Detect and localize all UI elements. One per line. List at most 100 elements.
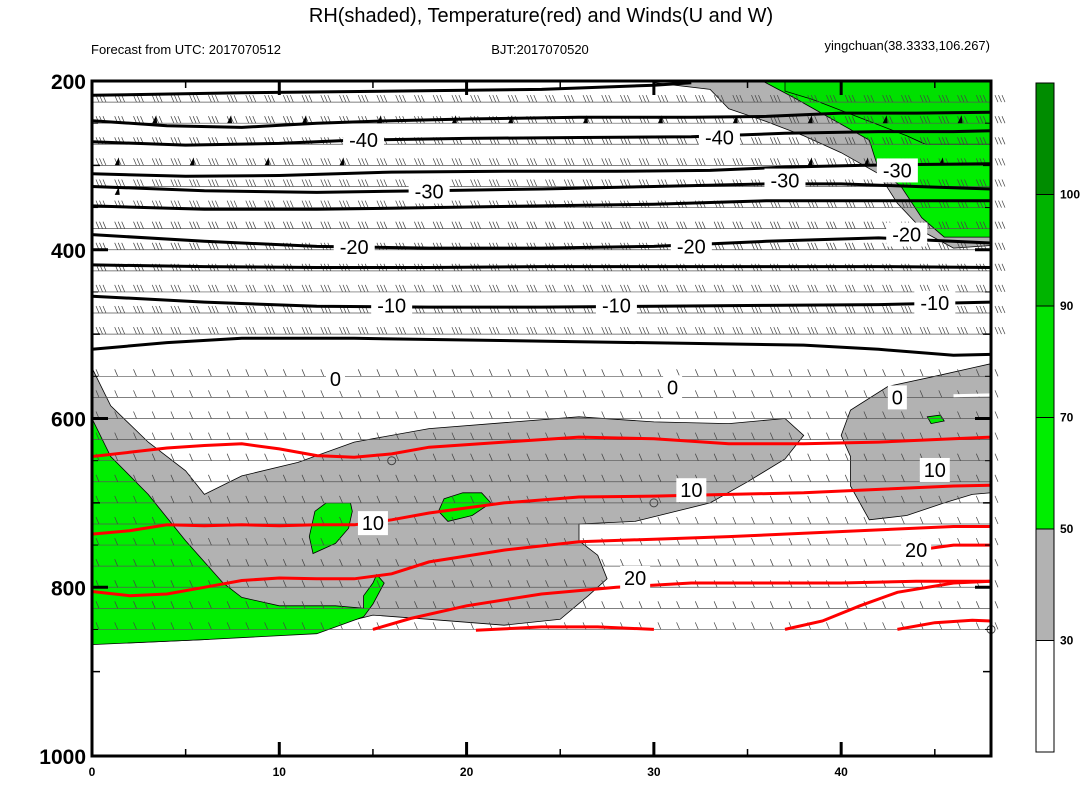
contour-label-box (919, 457, 950, 482)
contour-label-box (676, 478, 707, 503)
contour-label-box (886, 222, 928, 247)
colorbar-label: 90 (1060, 299, 1074, 313)
contour-label: 20 (624, 568, 646, 590)
contour-label: -30 (771, 171, 800, 193)
y-tick-label: 400 (51, 240, 86, 263)
x-tick-label: 10 (273, 765, 287, 779)
contour-label-box (901, 538, 932, 563)
wind-flag (264, 157, 270, 166)
wind-flag (957, 115, 963, 124)
contour-label: 0 (667, 377, 678, 399)
colorbar-label: 30 (1060, 634, 1074, 648)
x-tick-label: 0 (89, 765, 96, 779)
wind-flag (882, 115, 888, 124)
temperature-contour-line (91, 110, 992, 129)
temperature-contours-red (91, 435, 992, 632)
contour-label: -20 (677, 236, 706, 258)
rh-shading (91, 80, 992, 646)
contour-label-box (620, 565, 651, 590)
temperature-contour-line-red (372, 579, 991, 631)
colorbar-label: 50 (1060, 522, 1074, 536)
subtitle-center: BJT:2017070520 (491, 42, 589, 57)
colorbar-label: 70 (1060, 411, 1074, 425)
colorbar: 100 90 70 50 30 (1035, 82, 1080, 753)
x-tick-label: 40 (834, 765, 848, 779)
wind-flag (189, 157, 195, 166)
colorbar-label: 100 (1060, 188, 1080, 202)
contour-label: 0 (892, 387, 903, 409)
y-tick-label: 800 (51, 577, 86, 600)
calm-wind-circle (649, 498, 659, 508)
contour-label: 10 (924, 460, 946, 482)
contour-label-box (887, 385, 907, 410)
contour-label: -10 (920, 293, 949, 315)
contour-label: -10 (377, 295, 406, 317)
wind-flag (227, 115, 233, 124)
contour-label-box (764, 168, 806, 193)
colorbar-bin (1035, 305, 1055, 418)
contour-label-box (357, 511, 388, 536)
temperature-contour-line-red (91, 483, 992, 536)
wind-flag (302, 115, 308, 124)
contour-label-box (670, 234, 712, 259)
contour-label: 0 (330, 369, 341, 391)
contour-label: 10 (680, 480, 702, 502)
contour-label-box (408, 179, 450, 204)
subtitle-left: Forecast from UTC: 2017070512 (91, 42, 281, 57)
contour-label-box (333, 235, 375, 260)
temperature-contour-line (91, 182, 992, 194)
wind-levels (92, 101, 991, 630)
contour-label-box (663, 375, 683, 400)
temperature-contour-line-red (897, 618, 992, 631)
contour-labels: -40 -40 -30 -30 -30 -20 -20 -20 -10 -10 -10 0 0 0 10 10… (325, 125, 956, 590)
temperature-contour-line-red (784, 579, 992, 631)
wind-flag (114, 157, 120, 166)
temperature-contour-line-red (91, 525, 991, 598)
wind-flag (339, 157, 345, 166)
contour-label-box (343, 128, 385, 153)
wind-flag (807, 157, 813, 166)
contour-label: -20 (892, 225, 921, 247)
temperature-contour-line-red (475, 625, 654, 632)
temperature-contour-line (91, 233, 992, 250)
y-tick-label: 200 (51, 71, 86, 94)
y-tick-label: 600 (51, 409, 86, 432)
temperature-contour-line (91, 81, 692, 97)
contour-label: -30 (883, 160, 912, 182)
contour-label: -40 (349, 130, 378, 152)
colorbar-bin (1035, 417, 1055, 530)
temperature-contour-line (91, 199, 991, 211)
calm-wind-circle (387, 456, 397, 466)
colorbar-bin (1035, 528, 1055, 641)
rh-green-small-dot (926, 414, 945, 425)
x-tick-label: 30 (647, 765, 661, 779)
contour-label-box (876, 158, 918, 183)
contour-label: -10 (602, 295, 631, 317)
contour-label: 20 (905, 540, 927, 562)
colorbar-bin (1035, 194, 1055, 307)
temperature-contour-line (91, 336, 992, 357)
contour-label: -30 (415, 182, 444, 204)
contour-label-box (325, 366, 345, 391)
x-tick-label: 20 (460, 765, 474, 779)
temperature-contour-line (91, 129, 992, 147)
temperature-contour-line (91, 263, 992, 269)
subtitle-right: yingchuan(38.3333,106.267) (824, 38, 990, 53)
wind-flag (863, 157, 869, 166)
chart-title: RH(shaded), Temperature(red) and Winds(U… (309, 5, 773, 27)
contour-label-box (595, 293, 637, 318)
contour-label-box (698, 125, 740, 150)
contour-label: -20 (340, 237, 369, 259)
y-tick-label: 1000 (39, 746, 86, 769)
contour-label: 10 (362, 513, 384, 535)
rh-green-lower-left (91, 418, 385, 646)
temperature-contour-line-red (91, 435, 992, 459)
contour-label: -40 (705, 128, 734, 150)
temperature-contour-line (91, 294, 992, 309)
temperature-contour-line (953, 393, 992, 398)
contour-label-box (371, 293, 413, 318)
contour-label-box (914, 290, 956, 315)
